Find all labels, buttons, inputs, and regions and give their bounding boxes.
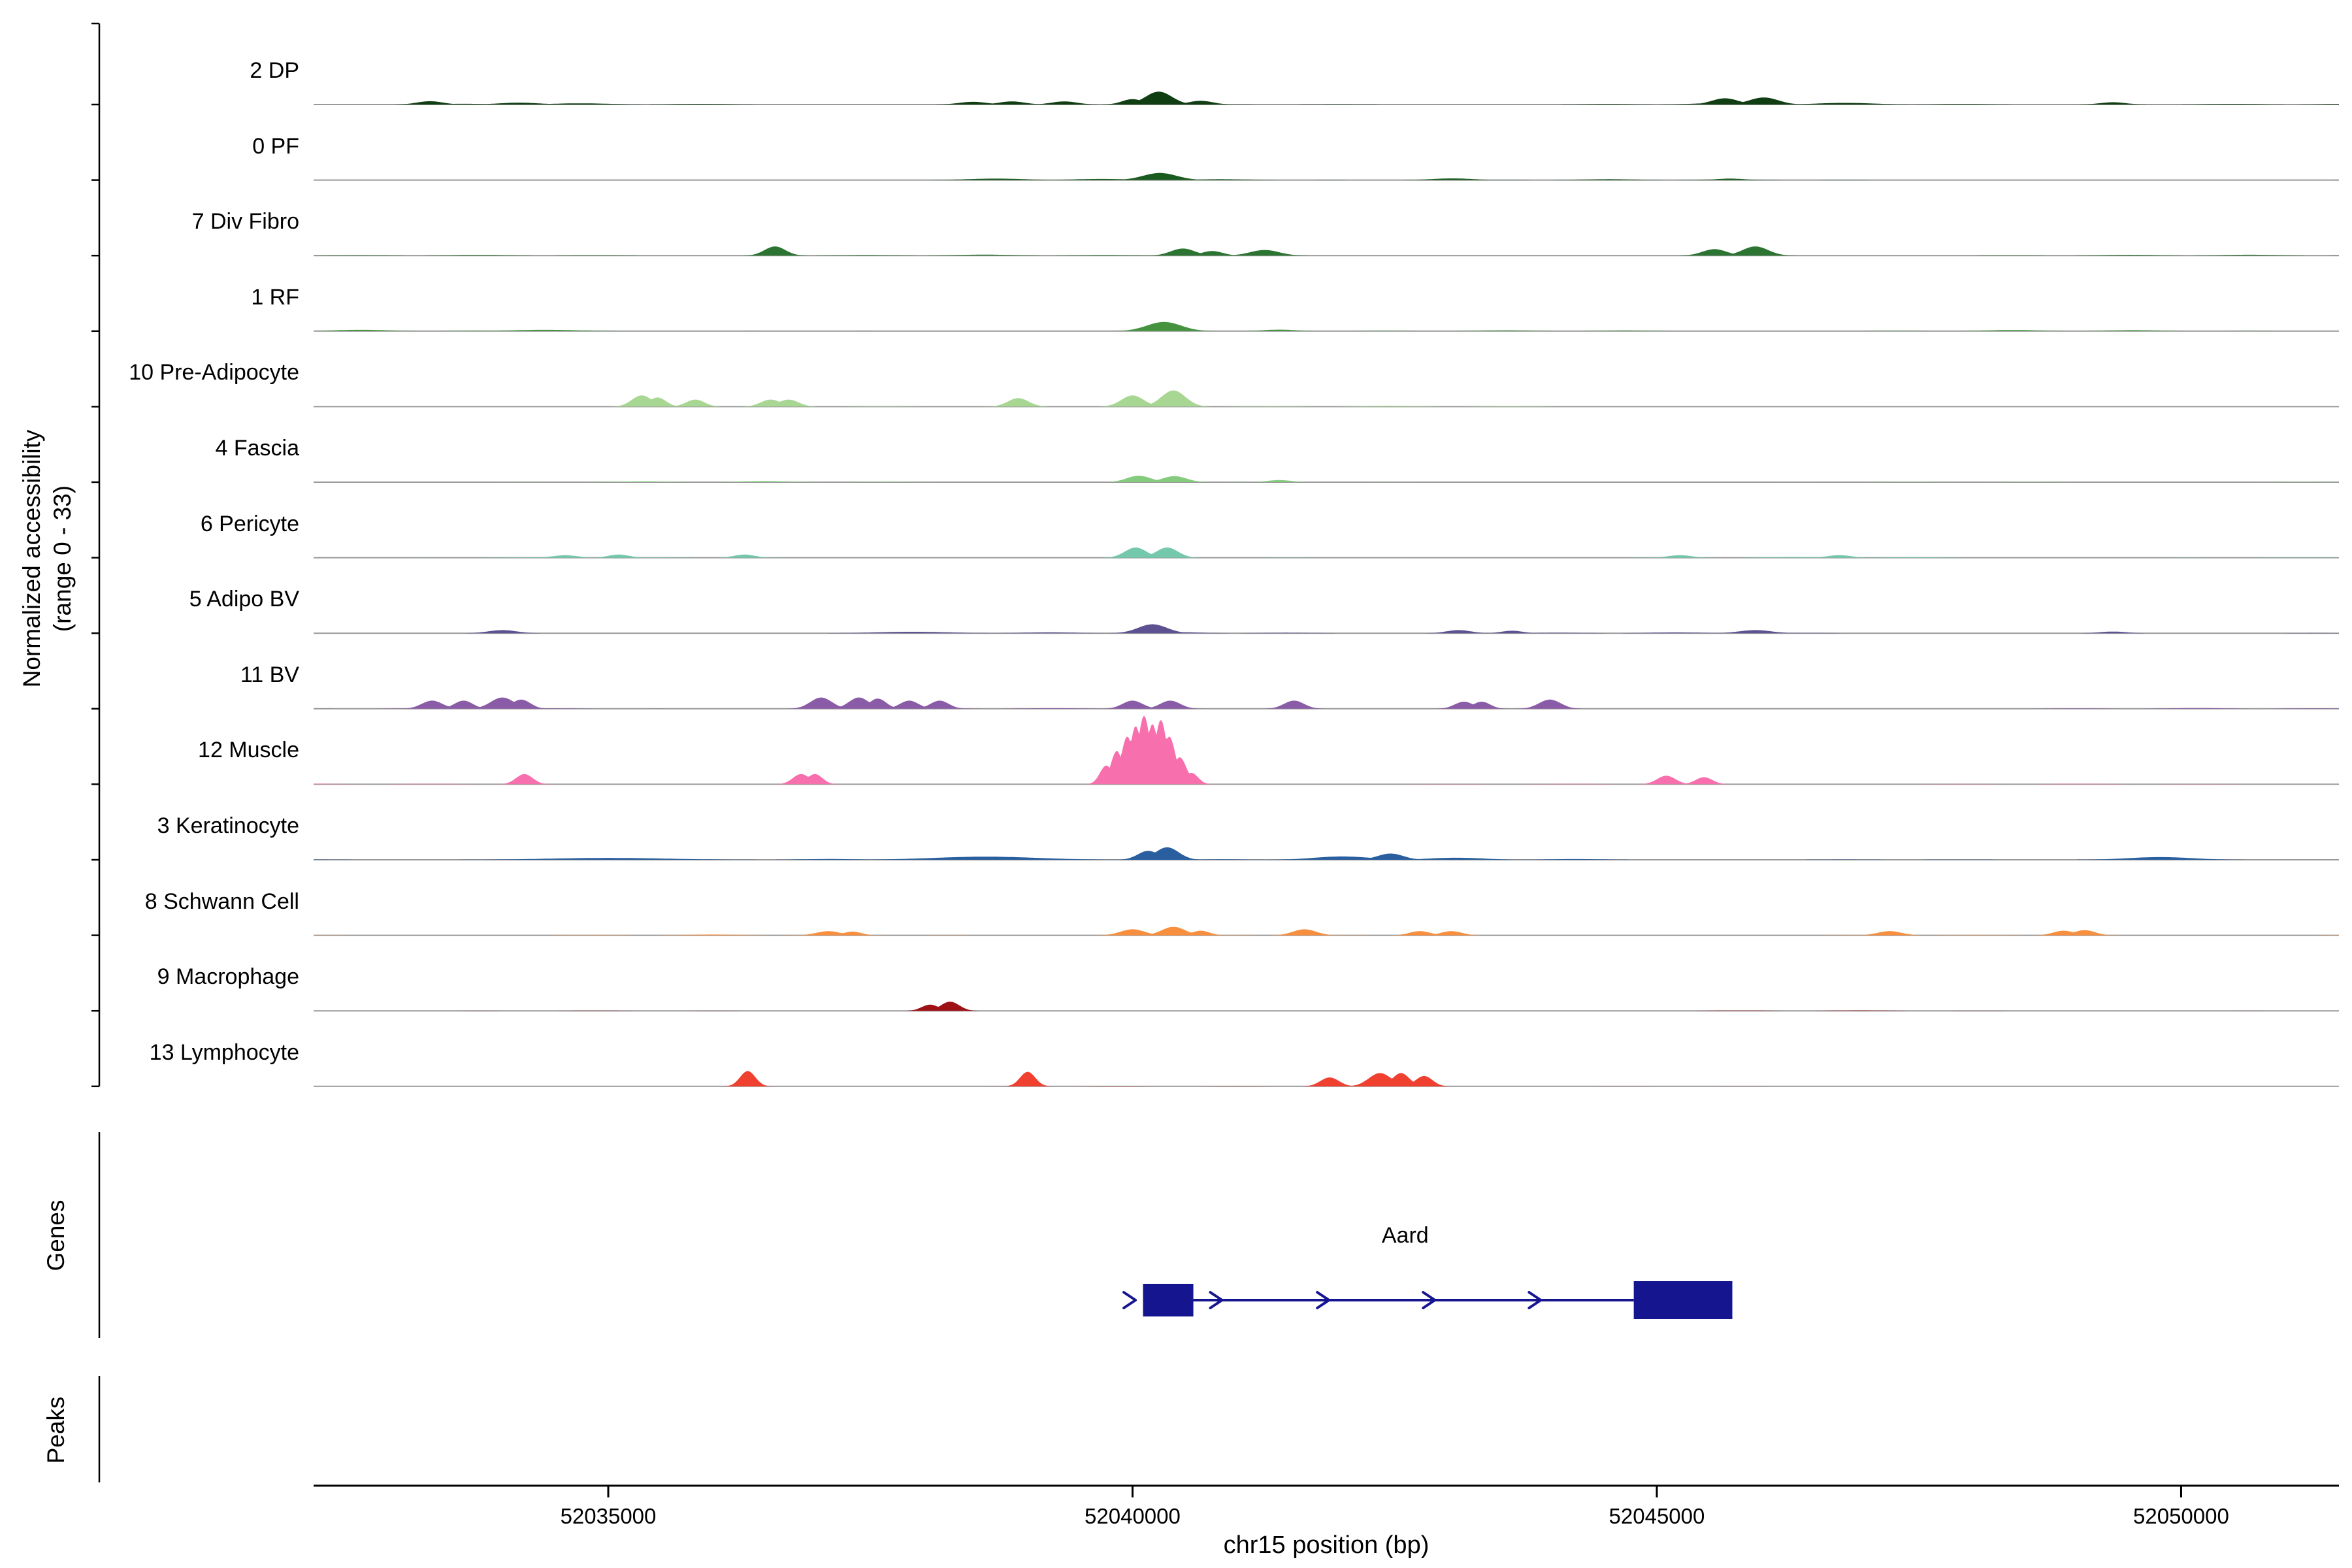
gene-strand-arrow-icon [1316, 1291, 1331, 1309]
track-label: 4 Fascia [215, 436, 300, 461]
track-area [314, 172, 2339, 180]
track-area [314, 697, 2339, 709]
track-label: 8 Schwann Cell [144, 889, 299, 914]
track-label: 9 Macrophage [157, 964, 299, 990]
track-area [314, 476, 2339, 482]
gene-strand-arrow-icon [1527, 1291, 1543, 1309]
track-area [314, 547, 2339, 558]
track-area [314, 1071, 2339, 1086]
track-label: 5 Adipo BV [189, 587, 299, 612]
x-axis-title: chr15 position (bp) [1223, 1531, 1429, 1559]
x-tick-label: 52035000 [560, 1504, 657, 1528]
peaks-section-label: Peaks [42, 1396, 69, 1464]
gene-exon [1633, 1281, 1733, 1319]
x-tick-label: 52050000 [2133, 1504, 2229, 1528]
track-area [314, 91, 2339, 105]
track-area [314, 715, 2339, 785]
track-label: 10 Pre-Adipocyte [129, 360, 299, 385]
track-area [314, 390, 2339, 407]
track-area [314, 1002, 2339, 1011]
track-label: 11 BV [240, 662, 299, 687]
track-area [314, 321, 2339, 331]
track-area [314, 847, 2339, 860]
track-label: 3 Keratinocyte [157, 813, 299, 838]
track-label: 1 RF [251, 284, 299, 310]
track-area [314, 246, 2339, 256]
track-label: 2 DP [250, 58, 299, 83]
x-tick-label: 52040000 [1085, 1504, 1181, 1528]
track-label: 12 Muscle [198, 738, 299, 763]
gene-strand-arrow-icon [1422, 1291, 1437, 1309]
track-label: 0 PF [252, 133, 299, 159]
gene-strand-arrow-icon [1122, 1291, 1137, 1309]
gene-exon [1143, 1284, 1194, 1316]
track-label: 6 Pericyte [200, 511, 299, 536]
gene-strand-arrow-icon [1209, 1291, 1224, 1309]
track-label: 7 Div Fibro [191, 209, 299, 235]
x-tick-label: 52045000 [1609, 1504, 1705, 1528]
gene-name-label: Aard [1381, 1223, 1429, 1248]
track-area [314, 926, 2339, 936]
track-label: 13 Lymphocyte [149, 1039, 299, 1065]
track-area [314, 624, 2339, 634]
genes-section-label: Genes [42, 1200, 69, 1271]
